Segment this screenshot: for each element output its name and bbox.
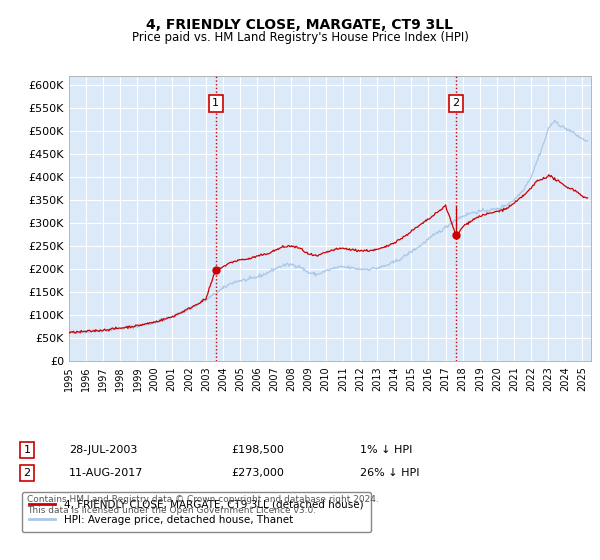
Text: 1: 1 — [23, 445, 31, 455]
Text: 2: 2 — [452, 98, 460, 108]
Text: 11-AUG-2017: 11-AUG-2017 — [69, 468, 143, 478]
Text: 26% ↓ HPI: 26% ↓ HPI — [360, 468, 419, 478]
Text: 28-JUL-2003: 28-JUL-2003 — [69, 445, 137, 455]
Text: This data is licensed under the Open Government Licence v3.0.: This data is licensed under the Open Gov… — [27, 506, 316, 515]
Text: 2: 2 — [23, 468, 31, 478]
Text: £198,500: £198,500 — [231, 445, 284, 455]
Text: 1: 1 — [212, 98, 219, 108]
Text: £273,000: £273,000 — [231, 468, 284, 478]
Text: 1% ↓ HPI: 1% ↓ HPI — [360, 445, 412, 455]
Text: Price paid vs. HM Land Registry's House Price Index (HPI): Price paid vs. HM Land Registry's House … — [131, 31, 469, 44]
Text: 4, FRIENDLY CLOSE, MARGATE, CT9 3LL: 4, FRIENDLY CLOSE, MARGATE, CT9 3LL — [146, 18, 454, 32]
Text: Contains HM Land Registry data © Crown copyright and database right 2024.: Contains HM Land Registry data © Crown c… — [27, 495, 379, 504]
Legend: 4, FRIENDLY CLOSE, MARGATE, CT9 3LL (detached house), HPI: Average price, detach: 4, FRIENDLY CLOSE, MARGATE, CT9 3LL (det… — [22, 492, 371, 532]
